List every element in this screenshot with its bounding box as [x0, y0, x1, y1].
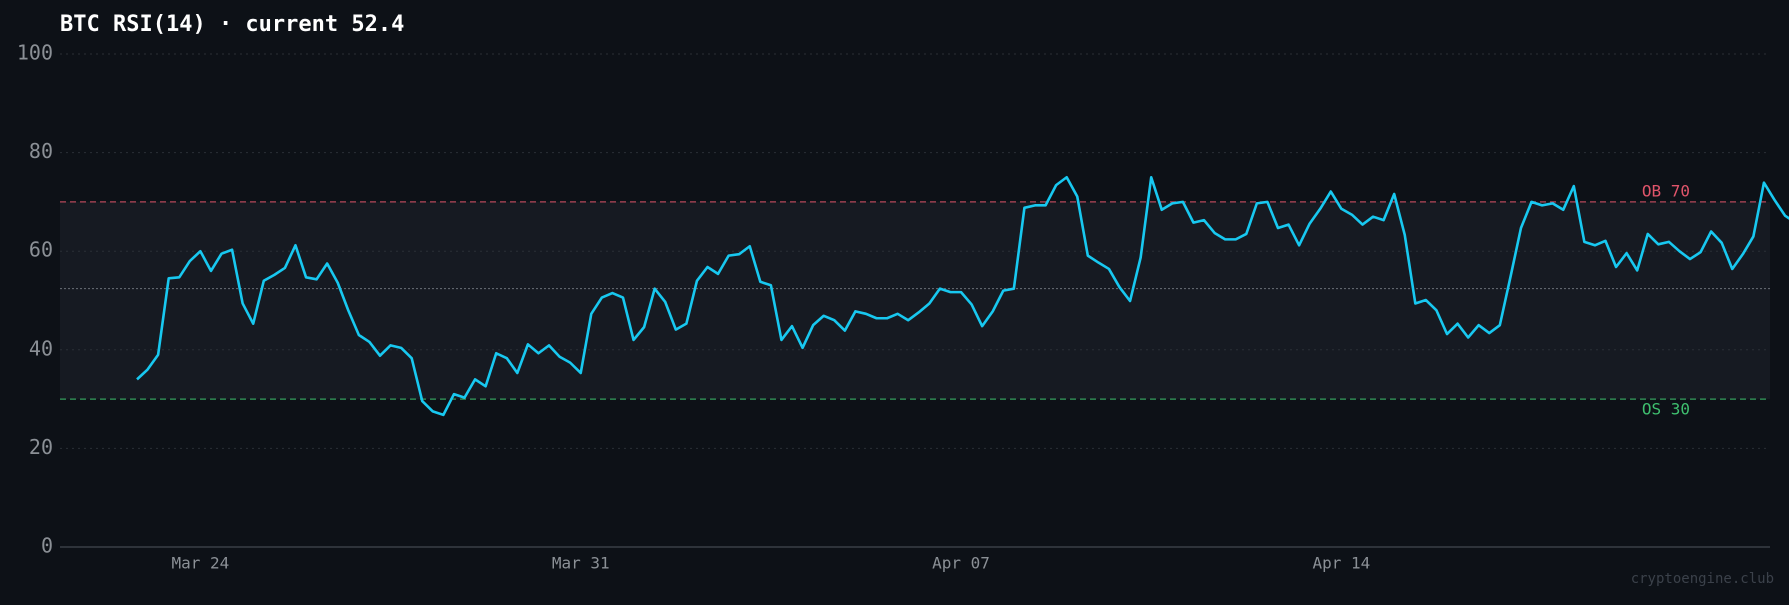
chart-title: BTC RSI(14) · current 52.4 — [60, 12, 404, 37]
y-tick-label: 100 — [17, 41, 53, 65]
y-tick-label: 20 — [29, 435, 53, 459]
x-tick-label: Apr 07 — [932, 554, 990, 573]
threshold-label: OS 30 — [1642, 400, 1690, 419]
y-tick-label: 40 — [29, 336, 53, 360]
watermark: cryptoengine.club — [1631, 571, 1774, 587]
x-tick-label: Mar 24 — [171, 554, 229, 573]
y-tick-label: 0 — [41, 534, 53, 558]
y-tick-label: 80 — [29, 139, 53, 163]
x-tick-label: Apr 14 — [1312, 554, 1370, 573]
y-tick-label: 60 — [29, 238, 53, 262]
rsi-line — [136, 175, 1789, 417]
x-tick-label: Mar 31 — [552, 554, 610, 573]
threshold-label: OB 70 — [1642, 181, 1690, 200]
neutral-band — [60, 201, 1770, 400]
